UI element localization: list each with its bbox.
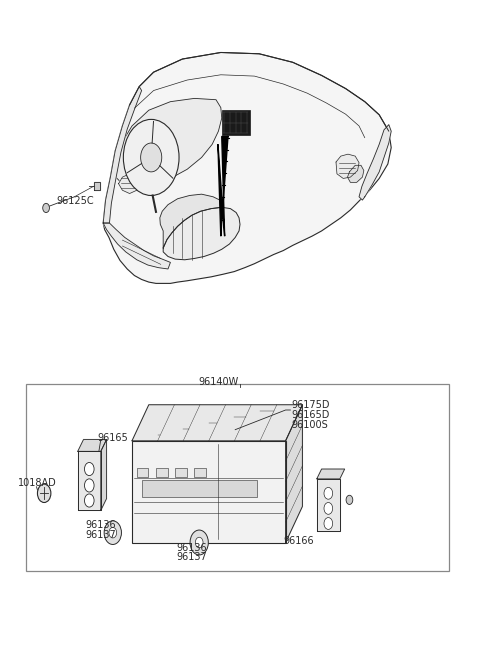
Circle shape [43, 203, 49, 213]
Text: 1018AD: 1018AD [18, 478, 57, 489]
Polygon shape [132, 405, 302, 441]
Bar [132, 441, 286, 543]
Polygon shape [103, 223, 170, 269]
Text: 96137: 96137 [177, 552, 207, 562]
Circle shape [37, 484, 51, 502]
Polygon shape [119, 174, 139, 194]
Polygon shape [94, 182, 100, 190]
Circle shape [324, 518, 333, 529]
Circle shape [123, 119, 179, 195]
Polygon shape [286, 405, 302, 543]
Circle shape [324, 502, 333, 514]
Polygon shape [78, 451, 101, 510]
Circle shape [104, 521, 121, 544]
Text: 96136: 96136 [85, 520, 116, 531]
Bar [156, 468, 168, 477]
Polygon shape [336, 154, 359, 178]
Circle shape [190, 530, 208, 555]
Bar [222, 110, 250, 135]
Polygon shape [163, 207, 240, 260]
Circle shape [84, 462, 94, 476]
Text: 96166: 96166 [283, 535, 314, 546]
Polygon shape [359, 125, 391, 200]
Polygon shape [317, 479, 340, 531]
Bar [137, 468, 148, 477]
Polygon shape [103, 87, 142, 223]
Text: 96175D: 96175D [292, 400, 330, 411]
Polygon shape [218, 136, 228, 236]
Bar [175, 468, 187, 477]
Circle shape [324, 487, 333, 499]
Circle shape [84, 479, 94, 492]
Text: 96165: 96165 [97, 433, 128, 443]
Polygon shape [101, 440, 107, 510]
Polygon shape [160, 194, 222, 248]
Circle shape [84, 494, 94, 507]
Polygon shape [348, 165, 364, 182]
Text: 96140W: 96140W [198, 377, 239, 387]
Text: 96136: 96136 [177, 543, 207, 553]
Bar [194, 468, 206, 477]
Bar [26, 384, 449, 571]
Polygon shape [317, 469, 345, 479]
Circle shape [141, 143, 162, 172]
Text: 96137: 96137 [85, 529, 116, 540]
Text: 96165D: 96165D [292, 410, 330, 420]
Polygon shape [113, 98, 222, 187]
Circle shape [346, 495, 353, 504]
Circle shape [109, 527, 117, 538]
Circle shape [195, 537, 203, 548]
Text: 96125C: 96125C [57, 195, 94, 206]
Text: 96100S: 96100S [292, 420, 329, 430]
Polygon shape [78, 440, 107, 451]
Polygon shape [103, 52, 391, 283]
Bar [142, 480, 257, 497]
